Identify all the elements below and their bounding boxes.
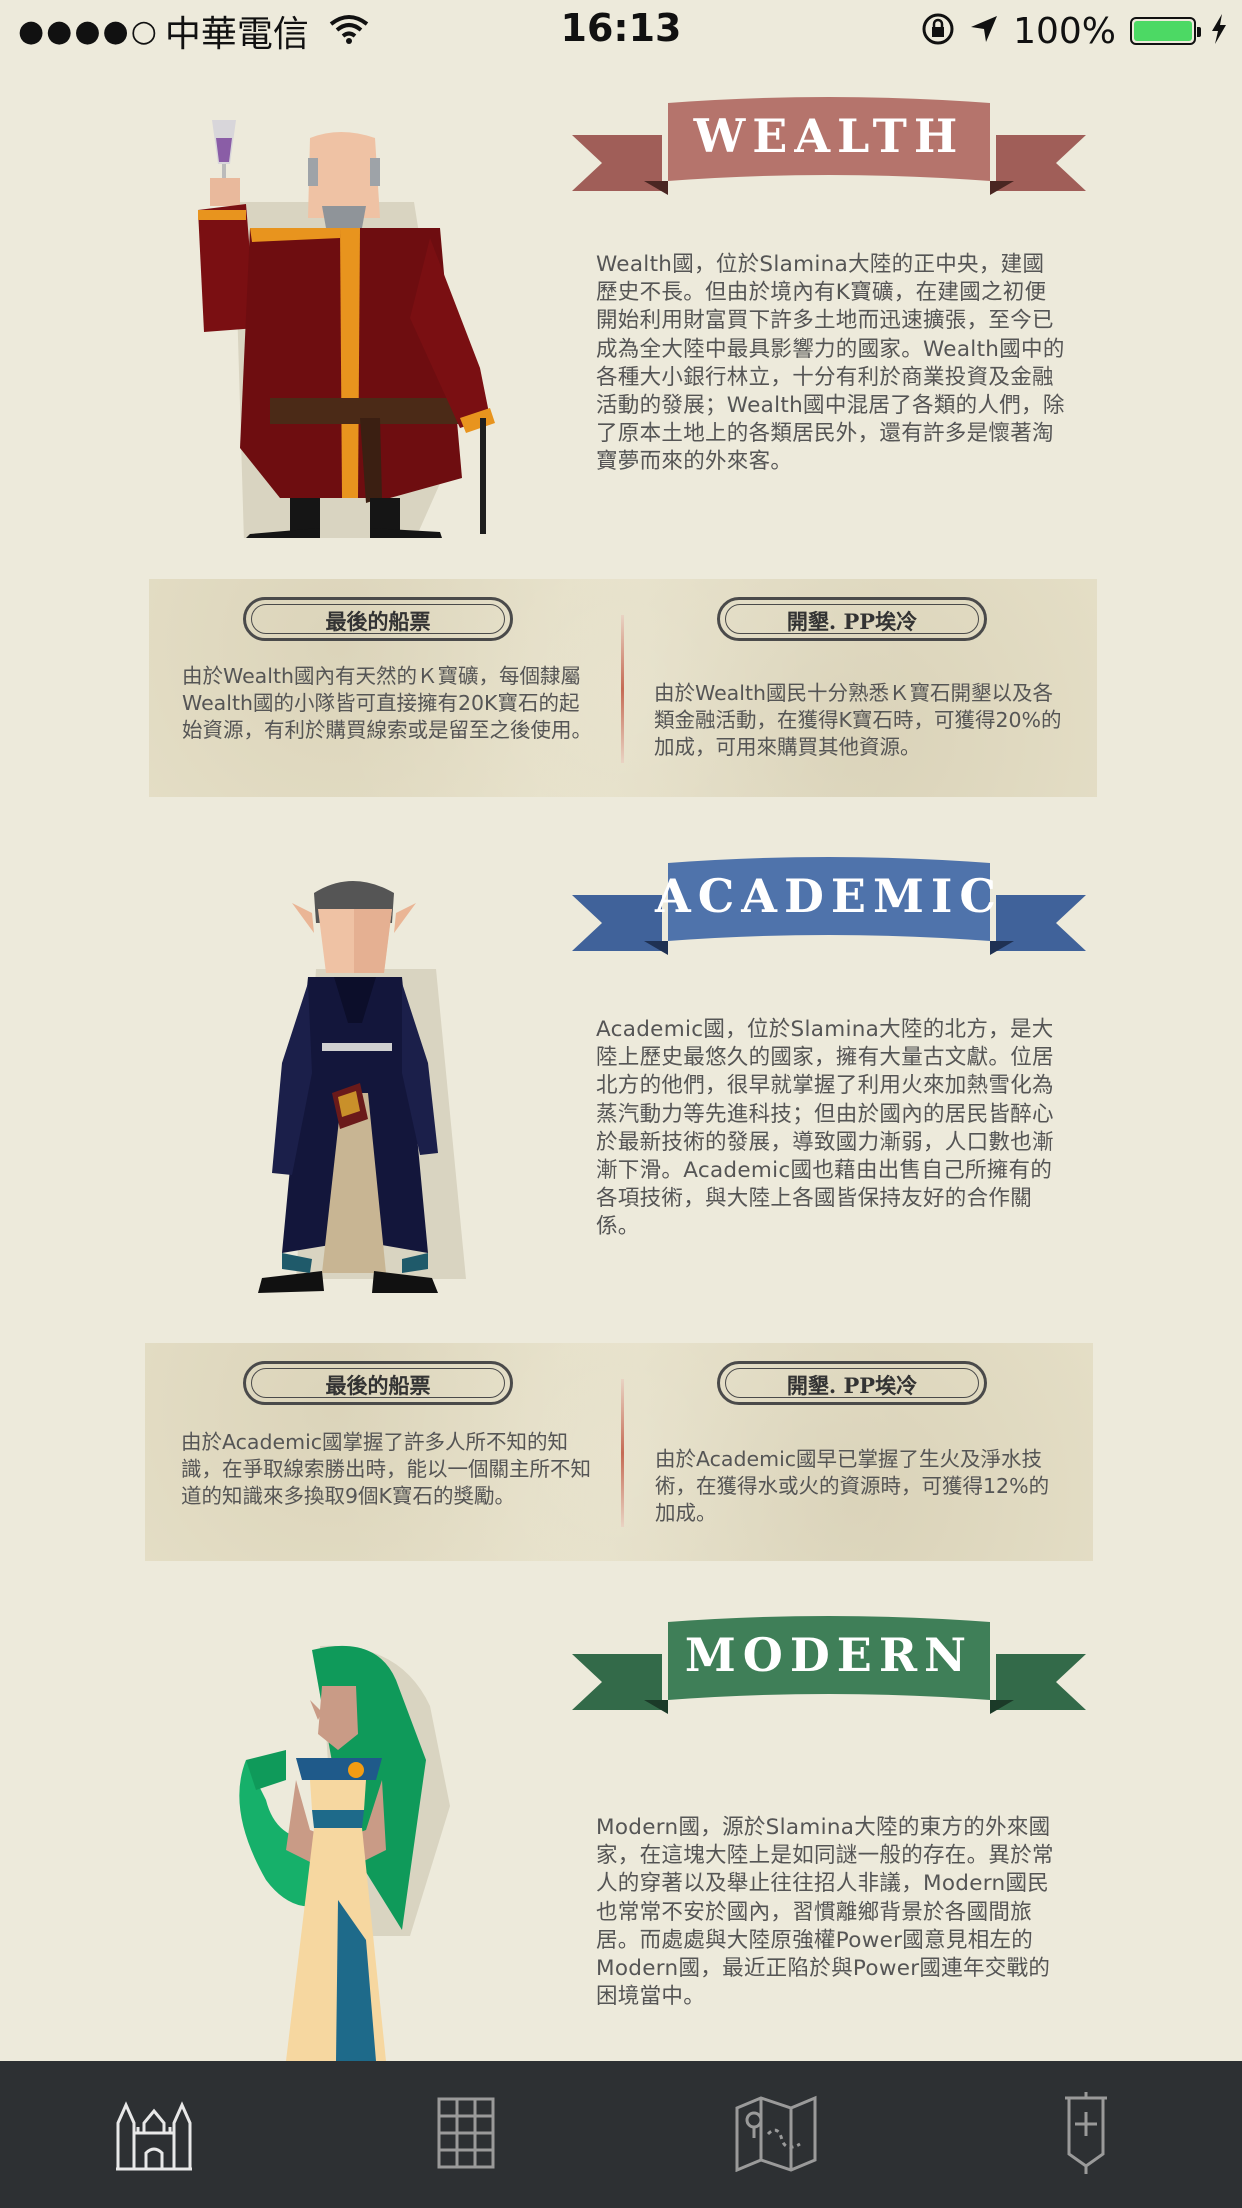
status-right: 100% bbox=[921, 8, 1228, 54]
ability-title-pill: 開墾. PP埃冷 bbox=[717, 1361, 987, 1405]
ability-card-academic: 最後的船票 由於Academic國掌握了許多人所不知的知識，在爭取線索勝出時，能… bbox=[145, 1343, 1093, 1561]
grid-icon bbox=[436, 2096, 496, 2174]
description-wealth: Wealth國，位於Slamina大陸的正中央，建國歷史不長。但由於境內有K寶礦… bbox=[596, 252, 1065, 475]
banner-title-academic: ACADEMIC bbox=[655, 869, 1003, 923]
rotation-lock-icon bbox=[921, 12, 955, 50]
ability-text: 由於Wealth國民十分熟悉Ｋ寶石開墾以及各類金融活動，在獲得K寶石時，可獲得2… bbox=[654, 681, 1062, 759]
wifi-icon bbox=[329, 14, 369, 48]
status-left: ●●●●○ 中華電信 bbox=[18, 8, 369, 55]
wealth-character-illustration bbox=[190, 118, 520, 542]
battery-percent: 100% bbox=[1013, 10, 1116, 52]
location-arrow-icon bbox=[969, 14, 999, 48]
ability-text: 由於Academic國早已掌握了生火及淨水技術，在獲得水或火的資源時，可獲得12… bbox=[655, 1447, 1050, 1525]
ability-title: 最後的船票 bbox=[325, 1373, 431, 1398]
description-academic: Academic國，位於Slamina大陸的北方，是大陸上歷史最悠久的國家，擁有… bbox=[596, 1017, 1054, 1240]
ability-text: 由於Academic國掌握了許多人所不知的知識，在爭取線索勝出時，能以一個關主所… bbox=[181, 1430, 591, 1508]
signal-strength: ●●●●○ bbox=[18, 13, 159, 49]
tab-banner-flag[interactable] bbox=[1006, 2061, 1166, 2208]
ability-title-pill: 最後的船票 bbox=[243, 1361, 513, 1405]
banner-modern: MODERN bbox=[572, 1614, 1086, 1720]
banner-wealth: WEALTH bbox=[572, 95, 1086, 201]
academic-character-illustration bbox=[252, 873, 472, 1307]
ability-text: 由於Wealth國內有天然的Ｋ寶礦，每個隸屬Wealth國的小隊皆可直接擁有20… bbox=[182, 664, 592, 742]
description-modern: Modern國，源於Slamina大陸的東方的外來國家，在這塊大陸上是如同謎一般… bbox=[596, 1815, 1054, 2010]
ability-title: 開墾. PP埃冷 bbox=[786, 609, 918, 634]
tab-bar bbox=[0, 2061, 1242, 2208]
charging-bolt-icon bbox=[1210, 14, 1228, 48]
banner-flag-icon bbox=[1061, 2090, 1111, 2180]
modern-character-illustration bbox=[226, 1640, 496, 2065]
banner-title-modern: MODERN bbox=[684, 1628, 974, 1682]
banner-title-wealth: WEALTH bbox=[693, 109, 965, 163]
castle-icon bbox=[114, 2093, 194, 2177]
status-time: 16:13 bbox=[560, 6, 682, 50]
tab-map[interactable] bbox=[696, 2061, 856, 2208]
tab-castle[interactable] bbox=[74, 2061, 234, 2208]
card-divider bbox=[621, 1379, 624, 1527]
card-divider bbox=[621, 615, 624, 763]
status-bar: ●●●●○ 中華電信 16:13 100% bbox=[0, 0, 1242, 62]
banner-academic: ACADEMIC bbox=[572, 855, 1086, 961]
ability-title-pill: 最後的船票 bbox=[243, 597, 513, 641]
carrier-name: 中華電信 bbox=[164, 14, 309, 55]
ability-title-pill: 開墾. PP埃冷 bbox=[717, 597, 987, 641]
map-icon bbox=[734, 2094, 818, 2176]
ability-title: 開墾. PP埃冷 bbox=[786, 1373, 918, 1398]
ability-card-wealth: 最後的船票 由於Wealth國內有天然的Ｋ寶礦，每個隸屬Wealth國的小隊皆可… bbox=[149, 579, 1097, 797]
battery-icon bbox=[1130, 17, 1201, 45]
tab-grid[interactable] bbox=[386, 2061, 546, 2208]
battery-fill bbox=[1134, 21, 1192, 41]
ability-title: 最後的船票 bbox=[325, 609, 431, 634]
